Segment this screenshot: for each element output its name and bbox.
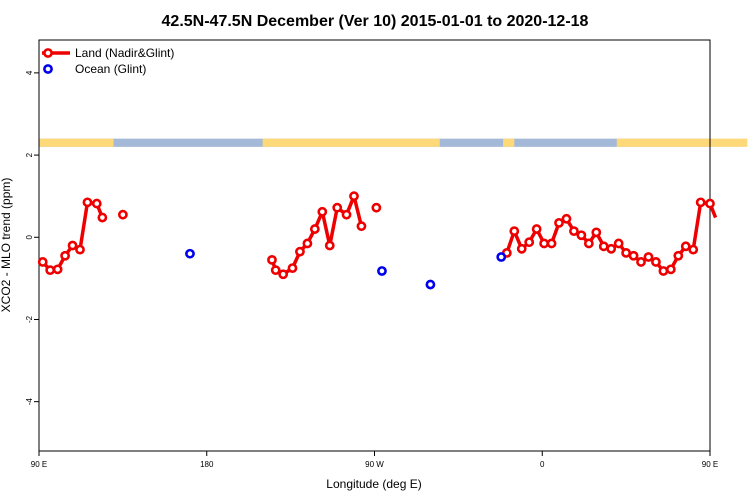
data-point bbox=[37, 257, 48, 267]
data-point bbox=[287, 263, 298, 274]
data-point bbox=[341, 209, 352, 220]
y-tick-label: 4 bbox=[25, 70, 34, 75]
data-point bbox=[185, 248, 195, 259]
data-point bbox=[688, 244, 699, 255]
land-band bbox=[262, 138, 440, 147]
x-tick-label: 90 E bbox=[31, 460, 47, 469]
data-point bbox=[583, 238, 594, 249]
data-point bbox=[302, 238, 313, 249]
data-point bbox=[539, 238, 550, 249]
data-point bbox=[531, 224, 542, 234]
data-point bbox=[516, 243, 527, 254]
data-point bbox=[309, 224, 320, 234]
series-line bbox=[270, 194, 364, 277]
data-point bbox=[606, 243, 617, 254]
data-point bbox=[377, 266, 387, 276]
x-tick-label: 180 bbox=[200, 460, 214, 469]
data-point bbox=[598, 241, 609, 252]
data-point bbox=[591, 227, 602, 238]
data-point bbox=[97, 212, 108, 223]
y-tick-label: 0 bbox=[25, 235, 34, 240]
data-point bbox=[524, 237, 535, 248]
land-ocean-strip bbox=[39, 138, 748, 147]
data-point bbox=[628, 250, 639, 261]
data-point bbox=[67, 240, 78, 251]
series-land bbox=[37, 191, 718, 280]
data-point bbox=[278, 269, 289, 280]
data-point bbox=[425, 279, 436, 290]
legend-label: Land (Nadir&Glint) bbox=[75, 46, 174, 60]
data-point bbox=[267, 254, 277, 265]
y-tick-label: 2 bbox=[25, 152, 34, 157]
data-point bbox=[636, 257, 646, 267]
axes: 90 E 180 90 W 0 90 E -4 -2 0 2 4 bbox=[25, 39, 718, 469]
legend-marker bbox=[43, 64, 53, 74]
data-point bbox=[52, 264, 63, 275]
data-point bbox=[705, 198, 715, 209]
land-band bbox=[503, 138, 515, 147]
data-point bbox=[509, 226, 520, 237]
x-tick-label: 90 W bbox=[365, 460, 384, 469]
data-point bbox=[270, 265, 281, 276]
data-point bbox=[658, 266, 669, 276]
data-point bbox=[496, 252, 507, 262]
land-band bbox=[39, 138, 114, 147]
data-point bbox=[643, 252, 654, 262]
y-axis-label: XCO2 - MLO trend (ppm) bbox=[0, 178, 13, 313]
data-point bbox=[554, 217, 564, 228]
data-point bbox=[673, 250, 684, 261]
series-line bbox=[41, 200, 104, 272]
series-ocean bbox=[185, 248, 507, 290]
data-point bbox=[60, 250, 70, 261]
y-tick-label: -2 bbox=[25, 315, 34, 323]
data-point bbox=[317, 206, 328, 217]
legend-marker bbox=[43, 48, 53, 58]
data-point bbox=[117, 209, 128, 220]
y-tick-label: -4 bbox=[25, 398, 34, 406]
data-point bbox=[651, 257, 661, 267]
data-point bbox=[371, 202, 382, 213]
data-point bbox=[576, 230, 587, 241]
data-point bbox=[621, 247, 632, 258]
data-point bbox=[569, 226, 579, 237]
data-point bbox=[45, 265, 56, 276]
data-point bbox=[332, 202, 343, 213]
data-point bbox=[695, 197, 706, 208]
series-line bbox=[505, 200, 718, 273]
data-point bbox=[546, 238, 557, 249]
data-point bbox=[295, 246, 305, 257]
data-point bbox=[561, 213, 572, 224]
data-point bbox=[356, 221, 367, 232]
x-tick-label: 0 bbox=[540, 460, 545, 469]
data-point bbox=[665, 264, 676, 275]
legend: Land (Nadir&Glint) Ocean (Glint) bbox=[42, 46, 174, 76]
chart-title: 42.5N-47.5N December (Ver 10) 2015-01-01… bbox=[162, 13, 589, 30]
x-axis-label: Longitude (deg E) bbox=[326, 477, 421, 491]
data-point bbox=[680, 241, 691, 252]
data-point bbox=[75, 244, 85, 255]
data-point bbox=[91, 198, 102, 209]
data-point bbox=[349, 191, 359, 202]
series-layer bbox=[37, 191, 718, 290]
legend-label: Ocean (Glint) bbox=[75, 62, 146, 76]
data-point bbox=[324, 240, 335, 251]
land-band bbox=[616, 138, 748, 147]
data-point bbox=[613, 238, 624, 249]
data-point bbox=[82, 197, 93, 208]
x-tick-label: 90 E bbox=[702, 460, 718, 469]
